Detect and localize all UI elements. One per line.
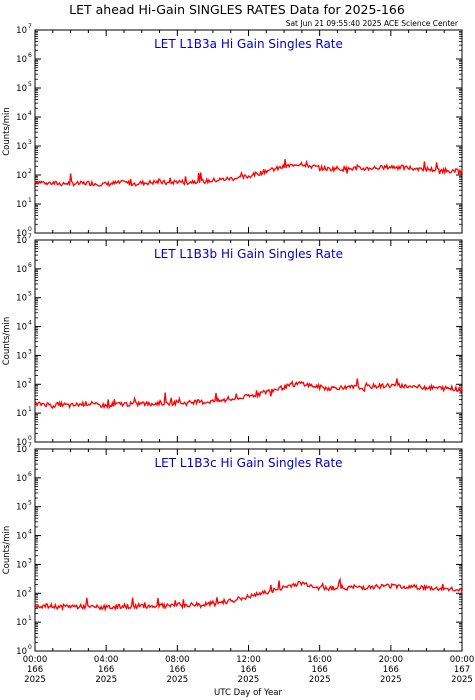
x-tick-day: 166	[169, 665, 185, 675]
y-tick-label: 10	[16, 55, 27, 65]
generation-timestamp: Sat Jun 21 09:55:40 2025 ACE Science Cen…	[286, 19, 459, 28]
panel-title: LET L1B3c Hi Gain Singles Rate	[154, 456, 342, 470]
x-tick-time: 04:00	[94, 655, 119, 665]
y-tick-exponent: 5	[28, 500, 32, 507]
x-tick-time: 12:00	[236, 655, 261, 665]
x-tick-time: 20:00	[379, 655, 404, 665]
y-axis-title: Counts/min	[2, 526, 12, 575]
data-series-line	[34, 378, 463, 410]
y-tick-exponent: 0	[28, 435, 32, 442]
x-tick-time: 08:00	[165, 655, 190, 665]
x-axis-title: UTC Day of Year	[214, 688, 282, 698]
y-tick-exponent: 7	[28, 442, 32, 449]
y-tick-label: 10	[16, 142, 27, 152]
data-series-line	[34, 576, 463, 612]
plot-frame	[34, 448, 463, 652]
y-tick-exponent: 6	[28, 471, 32, 478]
y-tick-exponent: 3	[28, 139, 32, 146]
x-tick-day: 166	[98, 665, 114, 675]
plot-frame	[34, 239, 463, 443]
y-tick-exponent: 2	[28, 168, 32, 175]
y-tick-label: 10	[16, 647, 27, 657]
x-tick-time: 16:00	[307, 655, 332, 665]
x-tick-year: 2025	[167, 675, 189, 685]
y-tick-label: 10	[16, 503, 27, 513]
y-tick-label: 10	[16, 445, 27, 455]
x-tick-day: 166	[27, 665, 43, 675]
y-tick-exponent: 5	[28, 291, 32, 298]
y-tick-label: 10	[16, 532, 27, 542]
x-tick-day: 166	[240, 665, 256, 675]
y-axis-title: Counts/min	[2, 317, 12, 366]
y-tick-exponent: 7	[28, 23, 32, 30]
y-tick-label: 10	[16, 229, 27, 239]
y-tick-label: 10	[16, 200, 27, 210]
data-series-line	[34, 159, 463, 188]
y-tick-exponent: 5	[28, 81, 32, 88]
y-tick-exponent: 7	[28, 233, 32, 240]
x-tick-time: 00:00	[450, 655, 475, 665]
y-tick-label: 10	[16, 113, 27, 123]
y-tick-label: 10	[16, 589, 27, 599]
x-tick-year: 2025	[451, 675, 473, 685]
y-tick-exponent: 6	[28, 262, 32, 269]
y-tick-exponent: 4	[28, 320, 32, 327]
y-tick-exponent: 4	[28, 110, 32, 117]
x-tick-day: 166	[312, 665, 328, 675]
x-tick-year: 2025	[309, 675, 331, 685]
x-tick-day: 166	[383, 665, 399, 675]
y-tick-exponent: 0	[28, 226, 32, 233]
y-tick-label: 10	[16, 294, 27, 304]
y-tick-label: 10	[16, 409, 27, 419]
y-tick-exponent: 4	[28, 529, 32, 536]
y-tick-exponent: 0	[28, 644, 32, 651]
y-tick-exponent: 2	[28, 377, 32, 384]
y-tick-label: 10	[16, 474, 27, 484]
y-tick-label: 10	[16, 560, 27, 570]
y-tick-label: 10	[16, 84, 27, 94]
panel-title: LET L1B3a Hi Gain Singles Rate	[154, 37, 343, 51]
x-axis-labels: 00:00166202504:00166202508:00166202512:0…	[23, 655, 475, 685]
plot-frame	[34, 29, 463, 234]
y-tick-label: 10	[16, 323, 27, 333]
x-tick-year: 2025	[24, 675, 46, 685]
y-tick-label: 10	[16, 618, 27, 628]
y-tick-exponent: 2	[28, 586, 32, 593]
y-tick-label: 10	[16, 26, 27, 36]
y-tick-exponent: 1	[28, 406, 32, 413]
y-tick-exponent: 3	[28, 557, 32, 564]
x-tick-year: 2025	[95, 675, 117, 685]
figure-title: LET ahead Hi-Gain SINGLES RATES Data for…	[69, 2, 405, 17]
x-tick-year: 2025	[238, 675, 260, 685]
y-axis-title: Counts/min	[2, 107, 12, 156]
y-tick-exponent: 1	[28, 197, 32, 204]
y-tick-exponent: 6	[28, 52, 32, 59]
y-tick-label: 10	[16, 171, 27, 181]
panel-title: LET L1B3b Hi Gain Singles Rate	[154, 247, 343, 261]
y-tick-label: 10	[16, 265, 27, 275]
x-tick-year: 2025	[380, 675, 402, 685]
y-tick-label: 10	[16, 351, 27, 361]
y-tick-exponent: 3	[28, 348, 32, 355]
y-tick-label: 10	[16, 236, 27, 246]
x-tick-day: 167	[454, 665, 470, 675]
x-tick-time: 00:00	[23, 655, 48, 665]
y-tick-label: 10	[16, 438, 27, 448]
y-tick-exponent: 1	[28, 615, 32, 622]
y-tick-label: 10	[16, 380, 27, 390]
